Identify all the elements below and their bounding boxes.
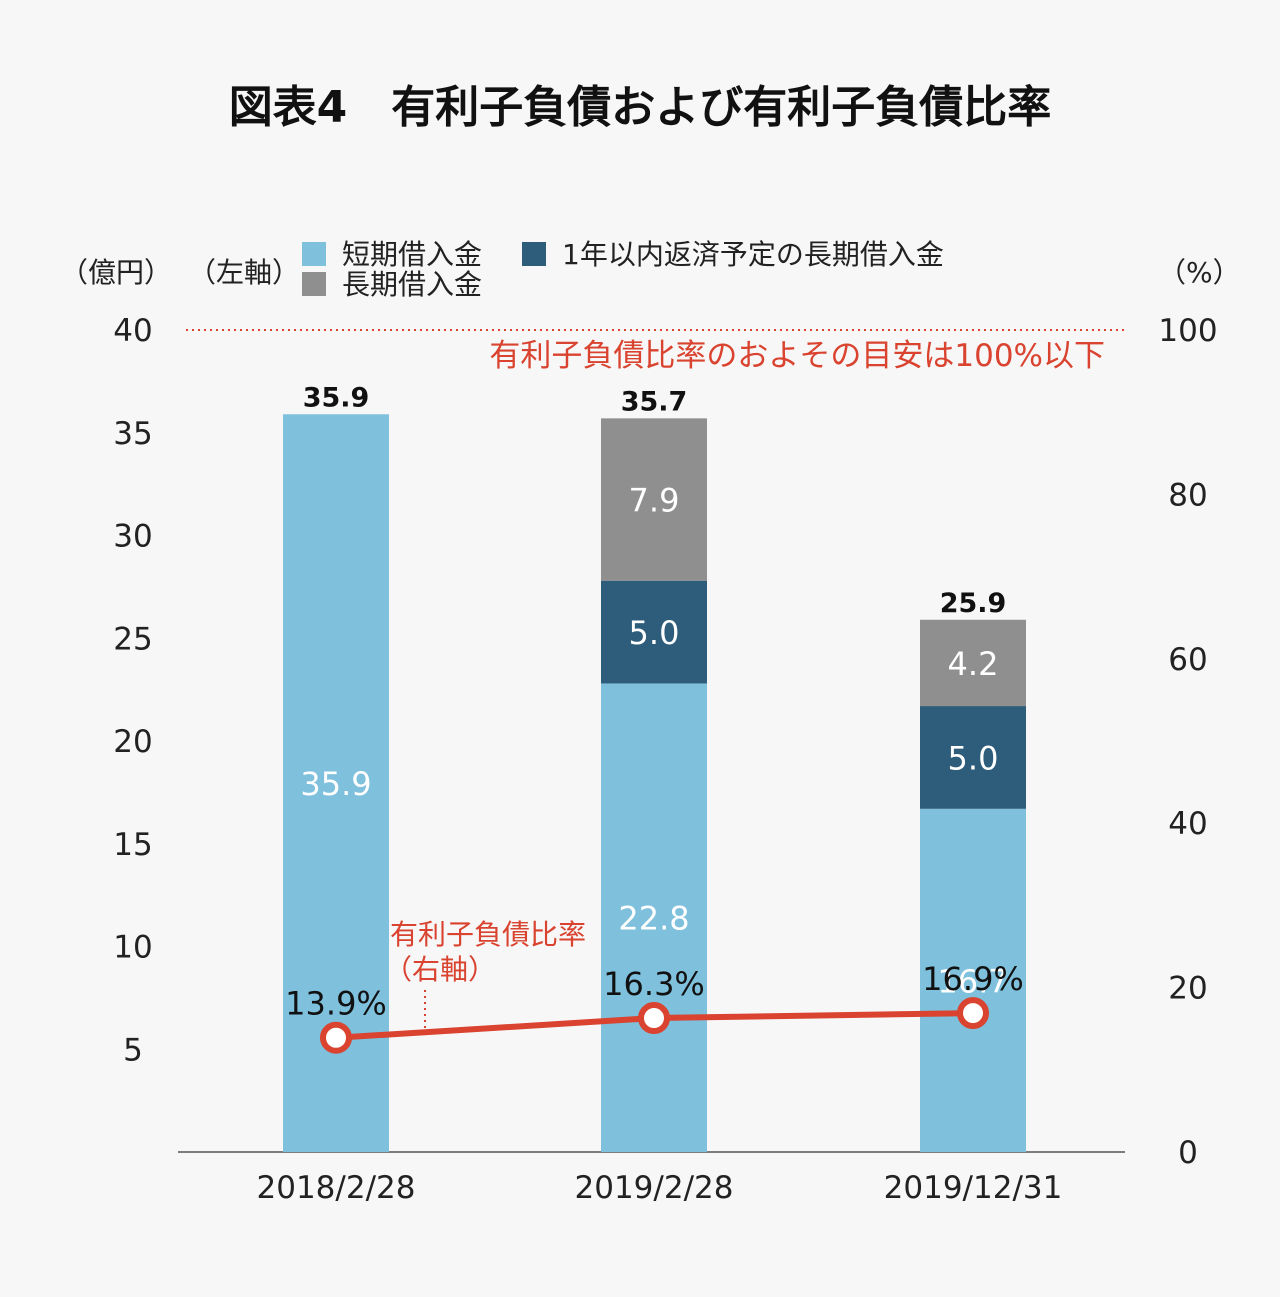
ratio-point-1 bbox=[320, 1021, 352, 1054]
ratio-point-3-label: 16.9% bbox=[922, 960, 1024, 998]
chart-title: 図表4 有利子負債および有利子負債比率 bbox=[229, 82, 1052, 133]
left-tick-15: 15 bbox=[113, 827, 152, 863]
left-unit-label: （億円） bbox=[60, 256, 172, 289]
right-tick-100: 100 bbox=[1158, 313, 1217, 349]
bar-3-segment-1-label: 16.7 bbox=[937, 962, 1008, 1000]
left-tick-25: 25 bbox=[113, 621, 152, 657]
bar-3-segment-3 bbox=[920, 619, 1026, 707]
category-label-3: 2019/12/31 bbox=[884, 1170, 1063, 1206]
left-tick-5: 5 bbox=[123, 1032, 143, 1068]
legend-label-1: 短期借入金 bbox=[342, 238, 482, 271]
left-tick-40: 40 bbox=[113, 313, 152, 349]
category-label-2: 2019/2/28 bbox=[575, 1170, 734, 1206]
bar-3-total-label: 25.9 bbox=[940, 588, 1007, 619]
bar-3-segment-2-label: 5.0 bbox=[948, 739, 999, 777]
bar-1-total-label: 35.9 bbox=[303, 382, 370, 413]
ratio-point-2 bbox=[638, 1002, 670, 1035]
plot-area: 5 10 15 20 25 30 35 40 0 20 40 60 80 100 2018/2/28 2019… bbox=[113, 313, 1217, 1206]
left-tick-30: 30 bbox=[113, 519, 152, 555]
threshold-note: 有利子負債比率のおよその目安は100%以下 bbox=[489, 338, 1105, 374]
ratio-point-3 bbox=[957, 997, 989, 1030]
legend-swatch-3 bbox=[302, 272, 326, 296]
left-axis-label: （左軸） bbox=[188, 256, 300, 289]
bar-1-segment-1-label: 35.9 bbox=[300, 765, 371, 803]
bar-3-segment-1 bbox=[920, 808, 1026, 1152]
bar-2-segment-2-label: 5.0 bbox=[629, 614, 680, 652]
bars-group: 35.9 35.9 22.8 5.0 7.9 35.7 16.7 5.0 4.2 25.9 bbox=[283, 382, 1026, 1152]
bar-3-segment-2 bbox=[920, 706, 1026, 809]
category-label-1: 2018/2/28 bbox=[257, 1170, 416, 1206]
ratio-series-axis-note: （右軸） bbox=[384, 953, 496, 986]
legend-label-3: 長期借入金 bbox=[342, 268, 482, 301]
bar-2-segment-3-label: 7.9 bbox=[629, 482, 680, 520]
ratio-line-group: 13.9% 16.3% 16.9% bbox=[285, 960, 1024, 1054]
bar-2-total-label: 35.7 bbox=[621, 386, 688, 417]
right-tick-40: 40 bbox=[1168, 806, 1207, 842]
bar-2-segment-1 bbox=[601, 683, 707, 1152]
right-tick-0: 0 bbox=[1178, 1135, 1198, 1171]
right-unit-label: （%） bbox=[1158, 256, 1241, 289]
left-tick-20: 20 bbox=[113, 724, 152, 760]
legend-swatch-1 bbox=[302, 242, 326, 266]
ratio-point-1-label: 13.9% bbox=[285, 985, 387, 1023]
bar-2-segment-1-label: 22.8 bbox=[618, 900, 689, 938]
right-tick-80: 80 bbox=[1168, 477, 1207, 513]
bar-2-segment-3 bbox=[601, 418, 707, 581]
left-tick-35: 35 bbox=[113, 416, 152, 452]
ratio-point-2-label: 16.3% bbox=[603, 965, 705, 1003]
right-tick-60: 60 bbox=[1168, 642, 1207, 678]
legend-label-2: 1年以内返済予定の長期借入金 bbox=[562, 238, 944, 271]
bar-2-segment-2 bbox=[601, 580, 707, 684]
left-tick-10: 10 bbox=[113, 930, 152, 966]
ratio-series-label: 有利子負債比率 bbox=[390, 918, 586, 951]
right-tick-20: 20 bbox=[1168, 971, 1207, 1007]
legend-swatch-2 bbox=[522, 242, 546, 266]
bar-3-segment-3-label: 4.2 bbox=[948, 645, 999, 683]
